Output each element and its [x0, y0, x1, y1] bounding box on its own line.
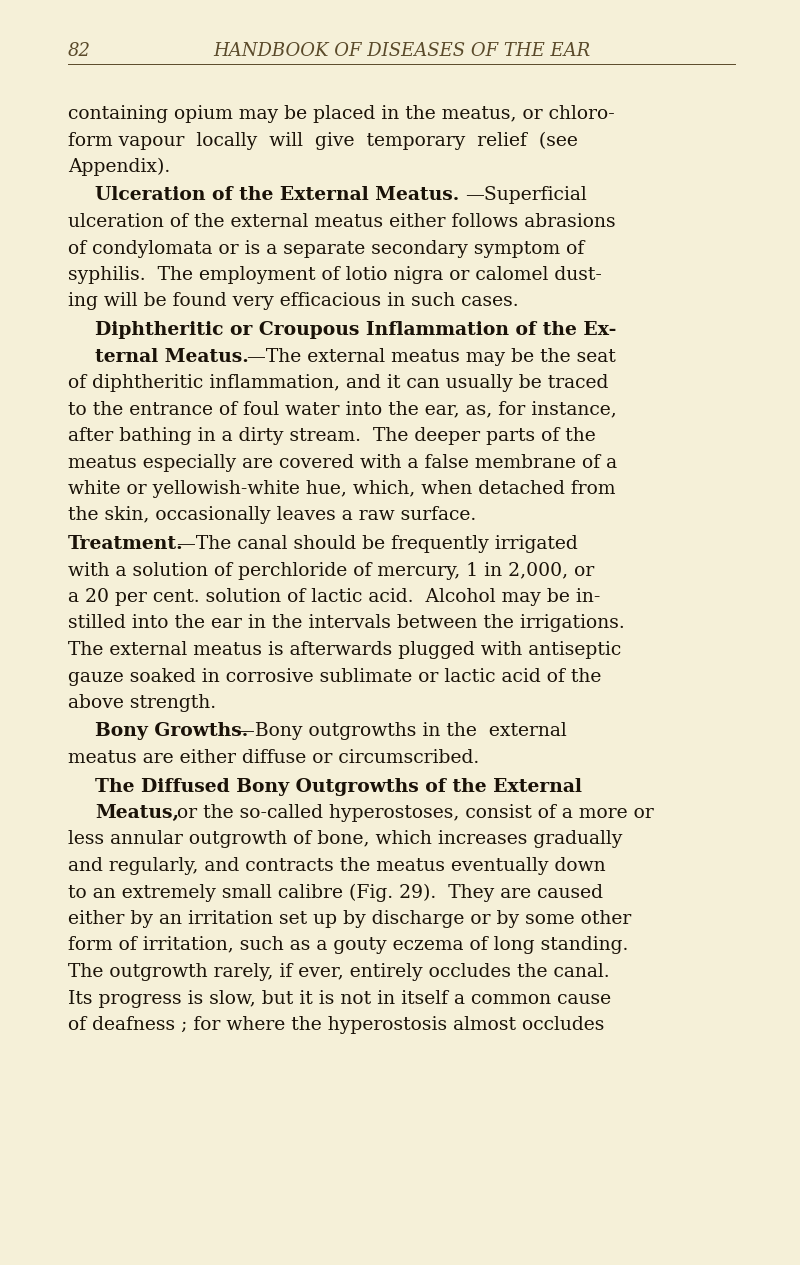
Text: above strength.: above strength.	[68, 694, 216, 712]
Text: Diphtheritic or Croupous Inflammation of the Ex-: Diphtheritic or Croupous Inflammation of…	[95, 321, 616, 339]
Text: and regularly, and contracts the meatus eventually down: and regularly, and contracts the meatus …	[68, 856, 606, 875]
Text: after bathing in a dirty stream.  The deeper parts of the: after bathing in a dirty stream. The dee…	[68, 428, 596, 445]
Text: gauze soaked in corrosive sublimate or lactic acid of the: gauze soaked in corrosive sublimate or l…	[68, 668, 602, 686]
Text: the skin, occasionally leaves a raw surface.: the skin, occasionally leaves a raw surf…	[68, 506, 476, 525]
Text: Meatus,: Meatus,	[95, 805, 179, 822]
Text: The outgrowth rarely, if ever, entirely occludes the canal.: The outgrowth rarely, if ever, entirely …	[68, 963, 610, 980]
Text: or the so-called hyperostoses, consist of a more or: or the so-called hyperostoses, consist o…	[171, 805, 654, 822]
Text: —Bony outgrowths in the  external: —Bony outgrowths in the external	[236, 722, 567, 740]
Text: The Diffused Bony Outgrowths of the External: The Diffused Bony Outgrowths of the Exte…	[95, 778, 582, 796]
Text: with a solution of perchloride of mercury, 1 in 2,000, or: with a solution of perchloride of mercur…	[68, 562, 594, 579]
Text: less annular outgrowth of bone, which increases gradually: less annular outgrowth of bone, which in…	[68, 831, 622, 849]
Text: ing will be found very efficacious in such cases.: ing will be found very efficacious in su…	[68, 292, 518, 310]
Text: of deafness ; for where the hyperostosis almost occludes: of deafness ; for where the hyperostosis…	[68, 1016, 604, 1034]
Text: —The canal should be frequently irrigated: —The canal should be frequently irrigate…	[177, 535, 578, 553]
Text: form vapour  locally  will  give  temporary  relief  (see: form vapour locally will give temporary …	[68, 132, 578, 149]
Text: Its progress is slow, but it is not in itself a common cause: Its progress is slow, but it is not in i…	[68, 989, 611, 1007]
Text: to the entrance of foul water into the ear, as, for instance,: to the entrance of foul water into the e…	[68, 401, 617, 419]
Text: form of irritation, such as a gouty eczema of long standing.: form of irritation, such as a gouty ecze…	[68, 936, 628, 955]
Text: ternal Meatus.: ternal Meatus.	[95, 348, 249, 366]
Text: meatus are either diffuse or circumscribed.: meatus are either diffuse or circumscrib…	[68, 749, 479, 767]
Text: HANDBOOK OF DISEASES OF THE EAR: HANDBOOK OF DISEASES OF THE EAR	[213, 42, 590, 59]
Text: The external meatus is afterwards plugged with antiseptic: The external meatus is afterwards plugge…	[68, 641, 622, 659]
Text: either by an irritation set up by discharge or by some other: either by an irritation set up by discha…	[68, 910, 631, 929]
Text: 82: 82	[68, 42, 91, 59]
Text: ulceration of the external meatus either follows abrasions: ulceration of the external meatus either…	[68, 213, 616, 231]
Text: containing opium may be placed in the meatus, or chloro-: containing opium may be placed in the me…	[68, 105, 614, 123]
Text: to an extremely small calibre (Fig. 29).  They are caused: to an extremely small calibre (Fig. 29).…	[68, 883, 603, 902]
Text: —Superficial: —Superficial	[465, 186, 586, 205]
Text: meatus especially are covered with a false membrane of a: meatus especially are covered with a fal…	[68, 453, 617, 472]
Text: Appendix).: Appendix).	[68, 158, 170, 176]
Text: Treatment.: Treatment.	[68, 535, 184, 553]
Text: of condylomata or is a separate secondary symptom of: of condylomata or is a separate secondar…	[68, 239, 584, 258]
Text: Ulceration of the External Meatus.: Ulceration of the External Meatus.	[95, 186, 459, 205]
Text: white or yellowish-white hue, which, when detached from: white or yellowish-white hue, which, whe…	[68, 479, 615, 498]
Text: syphilis.  The employment of lotio nigra or calomel dust-: syphilis. The employment of lotio nigra …	[68, 266, 602, 285]
Text: Bony Growths.: Bony Growths.	[95, 722, 248, 740]
Text: of diphtheritic inflammation, and it can usually be traced: of diphtheritic inflammation, and it can…	[68, 374, 608, 392]
Text: stilled into the ear in the intervals between the irrigations.: stilled into the ear in the intervals be…	[68, 615, 625, 632]
Text: —The external meatus may be the seat: —The external meatus may be the seat	[247, 348, 616, 366]
Text: a 20 per cent. solution of lactic acid.  Alcohol may be in-: a 20 per cent. solution of lactic acid. …	[68, 588, 600, 606]
